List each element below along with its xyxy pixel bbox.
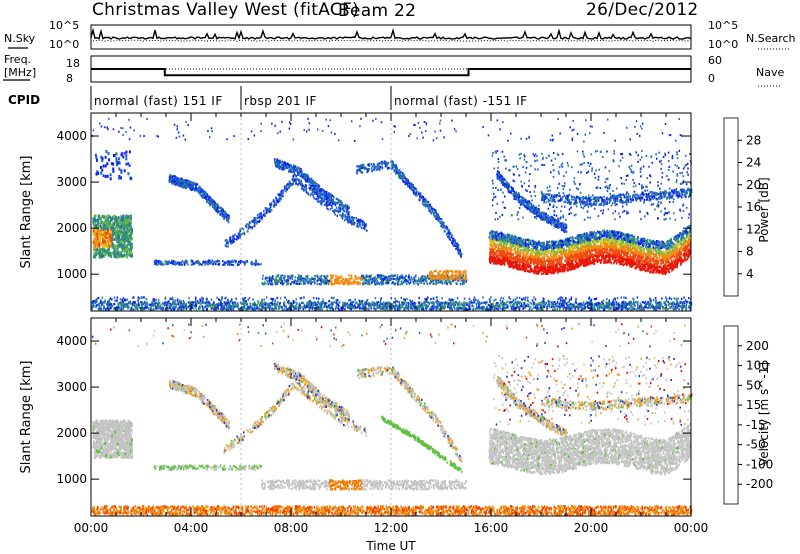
colorbar-tick-label: 28 [746,133,761,147]
colorbar-tick-label: 100 [746,359,769,373]
nsearch-tick-high: 10^5 [708,19,738,32]
freq-trace [91,68,691,77]
nsearch-trace [90,39,692,42]
beam-label: Beam 22 [338,1,416,21]
x-tick-label: 04:00 [174,521,209,535]
cpid-segment-1: normal (fast) 151 IF [94,94,223,108]
freq-label: Freq. [4,53,31,66]
nsearch-label: N.Search [746,32,796,45]
cpid-segments: normal (fast) 151 IF rbsp 201 IF normal (f… [90,86,528,110]
x-tick-label: 00:00 [74,521,109,535]
x-tick-label: 00:00 [674,521,709,535]
colorbar-tick-label: 200 [746,339,769,353]
velocity-colorbar: 200 100 50 15 -15 -50 -100 -200 [723,325,773,505]
power-heatmap [91,113,693,311]
colorbar-frame [723,117,739,297]
nsky-trace [90,27,692,41]
freq-tick-low: 8 [66,72,73,85]
colorbar-tick-label: 24 [746,156,761,170]
plot-title: Christmas Valley West (fitACF) [92,0,359,20]
power-axes: 1000 2000 3000 4000 [56,113,692,311]
velocity-colorbar-label: Velocity [m s^-1] [757,362,771,466]
colorbar-tick-label: 50 [746,378,761,392]
x-tick-label: 16:00 [474,521,509,535]
power-panel-frame [90,112,692,312]
cpid-segment-3: normal (fast) -151 IF [394,94,528,108]
y-tick-label: 2000 [56,221,87,235]
colorbar-tick-label: 8 [746,245,754,259]
y-tick-label: 3000 [56,175,87,189]
freq-tick-high: 18 [66,57,80,70]
y-tick-label: 1000 [56,472,87,486]
nave-tick-high: 60 [708,54,722,67]
y-tick-label: 4000 [56,334,87,348]
colorbar-frame [723,325,739,505]
nave-tick-low: 0 [708,72,715,85]
colorbar-tick-label: 15 [746,398,761,412]
nsky-tick-high: 10^5 [49,19,79,32]
power-colorbar: 28 24 20 16 12 8 4 [723,117,761,297]
freq-traces [91,68,691,77]
nave-label: Nave [756,66,784,79]
colorbar-tick-label: 12 [746,222,761,236]
freq-unit-label: [MHz] [4,66,36,79]
cpid-segment-2: rbsp 201 IF [244,94,317,108]
x-tick-label: 20:00 [574,521,609,535]
colorbar-tick-label: 4 [746,267,754,281]
x-tick-label: 12:00 [374,521,409,535]
colorbar-tick-label: -100 [746,457,773,471]
nsky-label: N.Sky [4,32,36,45]
colorbar-tick-label: 20 [746,178,761,192]
colorbar-tick-label: -200 [746,477,773,491]
velocity-heatmap [91,318,693,517]
velocity-axes: 1000 2000 3000 4000 00:00 04:00 08:00 12:00 16:0… [56,318,708,535]
y-tick-label: 3000 [56,380,87,394]
y-tick-label: 1000 [56,267,87,281]
xaxis-label: Time UT [365,539,416,553]
velocity-ylabel: Slant Range [km] [19,361,34,474]
nsky-tick-low: 10^0 [49,38,79,51]
cpid-label: CPID [8,93,40,107]
power-colorbar-label: Power [dB] [757,177,771,242]
date-label: 26/Dec/2012 [586,0,699,20]
y-tick-label: 4000 [56,129,87,143]
colorbar-tick-label: -50 [746,438,766,452]
x-tick-label: 08:00 [274,521,309,535]
power-ylabel: Slant Range [km] [19,156,34,269]
y-tick-label: 2000 [56,426,87,440]
colorbar-tick-label: -15 [746,418,766,432]
colorbar-tick-label: 16 [746,200,761,214]
noise-traces [90,27,692,42]
nsearch-tick-low: 10^0 [708,38,738,51]
